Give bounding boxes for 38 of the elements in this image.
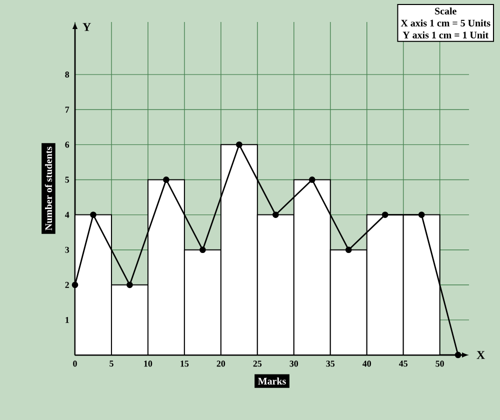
x-tick-label: 20 <box>216 360 226 367</box>
point <box>454 352 462 358</box>
annotation: X axis 1 cm = 5 Units <box>400 19 490 26</box>
x-tick-label: 25 <box>253 360 262 367</box>
annotation: Y axis 1 cm = 1 Unit <box>402 31 489 38</box>
x-tick-label: 35 <box>326 360 335 367</box>
x-tick-label: 30 <box>290 360 298 367</box>
y-tick-label: 4 <box>64 212 70 218</box>
y-tick-label: 6 <box>65 142 70 148</box>
point <box>163 176 170 183</box>
y-tick-label: 1 <box>66 316 69 323</box>
point <box>90 212 96 218</box>
point <box>236 141 242 148</box>
y-tick-label: 2 <box>65 282 69 288</box>
text: Scale <box>435 7 456 14</box>
point <box>382 212 388 218</box>
x-tick-label: 15 <box>180 360 189 367</box>
point <box>199 246 206 254</box>
point <box>345 246 352 254</box>
y-tick-label: 3 <box>65 246 70 253</box>
point <box>72 282 78 288</box>
point <box>272 212 279 218</box>
x-tick-label: 50 <box>436 360 444 367</box>
x-tick-label: 45 <box>398 360 408 367</box>
y-tick-label: 7 <box>65 106 70 113</box>
y-axis-title: Number of students <box>44 146 52 230</box>
x-tick-label: 0 <box>73 360 77 367</box>
annotation: Y <box>82 23 91 31</box>
text: X <box>476 351 485 359</box>
x-tick-label: 10 <box>144 360 152 367</box>
x-tick-label: 40 <box>362 360 371 367</box>
x-tick-label: 5 <box>110 360 114 367</box>
point <box>126 282 133 288</box>
y-tick-label: 8 <box>65 72 70 78</box>
y-tick-label: 5 <box>65 176 70 183</box>
x-axis-title: Marks <box>258 378 286 385</box>
point <box>308 176 316 183</box>
point <box>418 212 425 218</box>
